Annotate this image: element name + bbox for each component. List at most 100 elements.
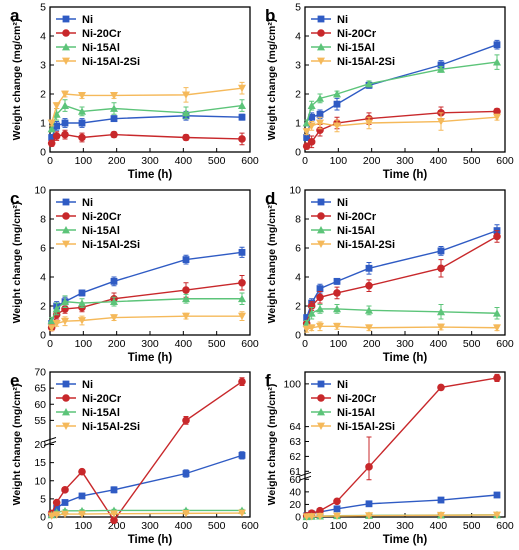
data-point <box>238 377 246 386</box>
x-tick-label: 0 <box>47 520 53 532</box>
legend-swatch-marker <box>62 422 70 430</box>
y-tick-label: 8 <box>40 214 46 226</box>
series-ni <box>303 224 501 321</box>
series-ni-20cr <box>47 129 246 148</box>
panel-letter: c <box>10 189 19 208</box>
x-tick-label: 0 <box>302 155 308 167</box>
legend-label: Ni-20Cr <box>337 211 377 223</box>
y-tick-label: 5 <box>40 2 46 14</box>
legend-label: Ni <box>337 197 348 209</box>
y-tick-label: 4 <box>295 272 301 284</box>
y-tick-label: 10 <box>34 185 46 197</box>
x-tick-label: 600 <box>241 155 259 167</box>
data-point <box>78 492 86 500</box>
data-point <box>333 322 341 331</box>
data-point <box>307 138 316 146</box>
data-point <box>365 324 373 332</box>
series-ni-15al-2si <box>302 321 501 334</box>
y-tick-label: 100 <box>283 378 301 390</box>
legend-swatch-marker <box>62 226 70 234</box>
panel-c: 0 100 200 300 400 500 600 0 2 4 6 8 10 Time (h) Weight… <box>10 185 259 365</box>
x-axis-label: Time (h) <box>383 352 428 364</box>
legend-swatch-marker <box>62 57 70 65</box>
data-point <box>52 498 61 507</box>
data-point <box>333 122 341 130</box>
legend: Ni Ni-20Cr Ni-15Al Ni-15Al-2Si <box>311 14 395 68</box>
legend-swatch-marker <box>62 15 70 23</box>
y-tick-label: 55 <box>34 415 46 427</box>
legend-label: Ni-20Cr <box>337 393 377 405</box>
data-point <box>47 139 56 148</box>
data-point <box>316 119 324 127</box>
series-line <box>306 377 498 517</box>
x-tick-label: 0 <box>47 338 53 350</box>
data-point <box>316 512 324 521</box>
y-tick-label: 62 <box>289 451 301 463</box>
legend-swatch-marker <box>62 43 70 51</box>
data-point <box>302 142 311 150</box>
data-point <box>110 314 118 322</box>
data-point <box>302 325 311 334</box>
plot-frame <box>304 371 506 518</box>
data-point <box>61 499 69 506</box>
data-point <box>238 312 246 321</box>
data-point <box>316 322 324 331</box>
data-point <box>47 512 56 520</box>
legend-swatch-marker <box>62 240 70 248</box>
panel-b: 0 100 200 300 400 500 600 0 1 2 3 4 5 Time (h) Weight … <box>265 2 514 182</box>
data-point <box>182 312 190 321</box>
data-point <box>52 511 61 519</box>
data-point <box>48 134 56 141</box>
data-point <box>493 232 501 241</box>
x-tick-label: 400 <box>430 520 448 532</box>
legend-swatch-marker <box>317 422 325 430</box>
y-axis-label: Weight change (mg/cm²) <box>266 384 278 506</box>
legend: Ni Ni-20Cr Ni-15Al Ni-15Al-2Si <box>56 379 140 433</box>
data-point <box>493 107 501 116</box>
data-point <box>302 119 311 127</box>
x-tick-label: 400 <box>430 338 448 350</box>
data-point <box>110 104 118 112</box>
data-point <box>52 320 61 328</box>
data-point <box>493 374 501 382</box>
plot-frame <box>49 189 251 336</box>
data-point <box>333 90 341 98</box>
data-point <box>493 511 501 519</box>
legend-swatch-marker <box>62 408 70 416</box>
data-point <box>52 304 61 313</box>
x-tick-label: 500 <box>208 520 226 532</box>
data-point <box>308 113 316 121</box>
legend-swatch-marker <box>317 394 325 402</box>
x-tick-label: 100 <box>330 338 348 350</box>
series-ni-15al <box>47 292 246 324</box>
data-point <box>78 467 86 476</box>
data-point <box>182 133 190 142</box>
data-point <box>302 128 311 136</box>
x-tick-label: 400 <box>175 520 193 532</box>
y-tick-label: 0 <box>40 512 46 524</box>
data-point <box>333 100 341 108</box>
data-point <box>316 293 324 302</box>
series-ni-20cr <box>47 275 246 332</box>
legend-label: Ni <box>337 379 348 391</box>
data-point <box>182 91 190 99</box>
x-tick-label: 300 <box>141 155 159 167</box>
legend-swatch-marker <box>62 198 70 206</box>
panel-a: 0 100 200 300 400 500 600 0 1 2 3 4 5 Time (h) Weight … <box>10 2 259 182</box>
series-ni-20cr <box>302 106 501 150</box>
data-point <box>333 505 341 513</box>
x-axis-label: Time (h) <box>383 534 428 546</box>
x-tick-label: 100 <box>75 155 93 167</box>
y-tick-label: 61 <box>289 466 301 478</box>
x-tick-label: 600 <box>241 520 259 532</box>
legend: Ni Ni-20Cr Ni-15Al Ni-15Al-2Si <box>56 197 140 251</box>
legend-label: Ni-15Al-2Si <box>82 56 140 68</box>
data-point <box>182 294 190 303</box>
x-axis-label: Time (h) <box>128 169 173 181</box>
y-tick-label: 6 <box>40 243 46 255</box>
series-ni-20cr <box>302 230 501 328</box>
data-point <box>437 511 445 520</box>
error-bar <box>366 436 372 481</box>
legend-label: Ni-15Al-2Si <box>337 56 395 68</box>
